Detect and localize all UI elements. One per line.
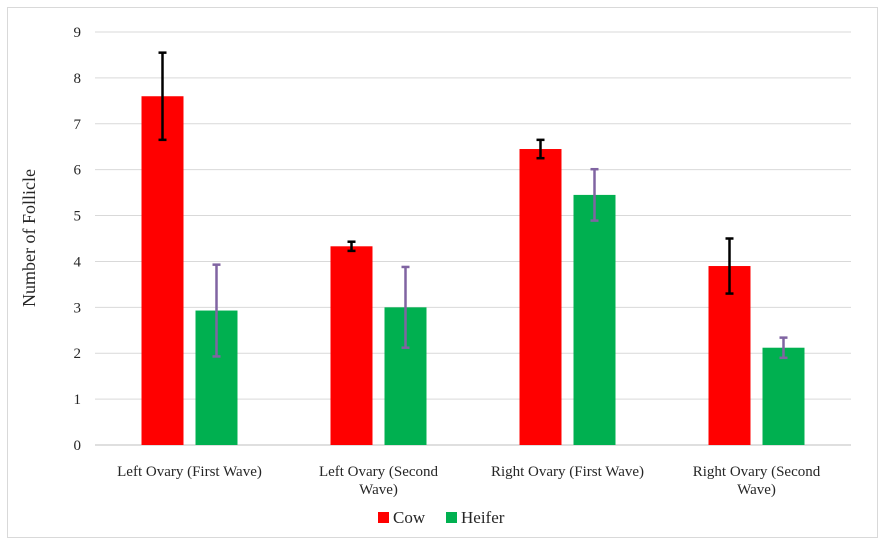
y-tick-label: 4 [74, 254, 82, 270]
x-category-label: Left Ovary (Second Wave) [319, 464, 439, 498]
x-category-label: Right Ovary (Second Wave) [693, 464, 821, 498]
error-bar-cow [158, 51, 167, 142]
x-category-label-line: Right Ovary (Second [693, 464, 821, 480]
bars [141, 96, 805, 445]
x-category-labels: Left Ovary (First Wave) Left Ovary (Secon… [117, 464, 821, 498]
x-category-label-line: Wave) [737, 482, 776, 498]
bar-cow [519, 149, 562, 445]
legend-swatch-cow [378, 512, 389, 523]
error-bar-heifer [212, 263, 221, 358]
legend-label-heifer: Heifer [461, 508, 505, 527]
error-bars [158, 51, 788, 360]
x-category-label-line: Wave) [359, 482, 398, 498]
y-tick-label: 5 [74, 209, 82, 225]
legend: Cow Heifer [378, 508, 505, 527]
x-category-label-line: Left Ovary (Second [319, 464, 439, 480]
y-tick-label: 1 [74, 392, 82, 408]
error-bar-cow [536, 138, 545, 160]
error-bar-cow [347, 240, 356, 253]
y-axis-title: Number of Follicle [19, 169, 39, 307]
bar-heifer [762, 347, 805, 445]
y-tick-label: 9 [74, 25, 82, 41]
error-bar-cow [725, 237, 734, 295]
bar-cow [330, 246, 373, 445]
legend-label-cow: Cow [393, 508, 426, 527]
y-tick-label: 7 [74, 117, 82, 133]
y-tick-label: 0 [74, 438, 82, 454]
legend-swatch-heifer [446, 512, 457, 523]
bar-heifer [573, 194, 616, 445]
y-tick-label: 2 [74, 346, 82, 362]
y-tick-label: 3 [74, 300, 82, 316]
x-category-label-line: Right Ovary (First Wave) [491, 464, 644, 480]
bar-cow [708, 266, 751, 445]
x-category-label: Left Ovary (First Wave) [117, 464, 262, 480]
x-category-label: Right Ovary (First Wave) [491, 464, 644, 480]
error-bar-heifer [779, 336, 788, 360]
x-category-label-line: Left Ovary (First Wave) [117, 464, 262, 480]
bar-cow [141, 96, 184, 445]
error-bar-heifer [401, 265, 410, 349]
y-tick-label: 8 [74, 71, 82, 87]
error-bar-heifer [590, 167, 599, 222]
y-tick-labels: 0 1 2 3 4 5 6 7 8 9 [74, 25, 82, 454]
y-tick-label: 6 [74, 163, 82, 179]
